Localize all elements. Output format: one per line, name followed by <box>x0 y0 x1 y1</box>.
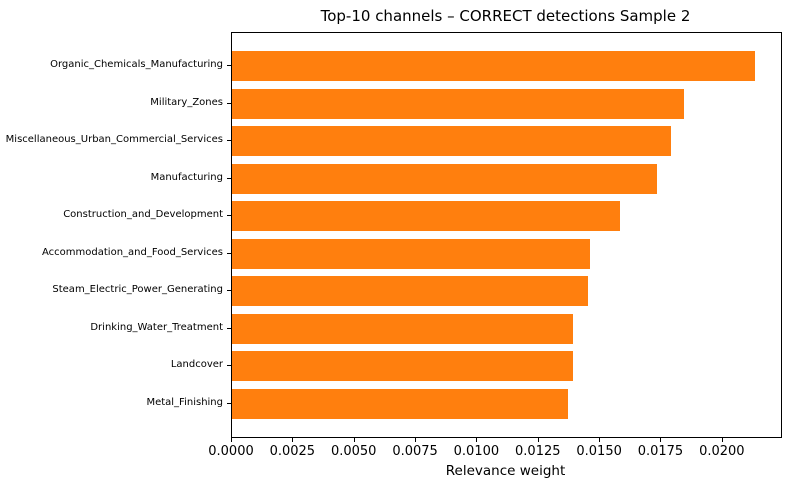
y-tick-label: Military_Zones <box>150 96 223 108</box>
y-tick-mark <box>227 327 231 329</box>
y-tick-label: Miscellaneous_Urban_Commercial_Services <box>5 134 223 146</box>
y-tick-label: Drinking_Water_Treatment <box>90 321 223 333</box>
y-tick-label: Accommodation_and_Food_Services <box>42 246 223 258</box>
bar <box>232 313 574 344</box>
x-tick-label: 0.0175 <box>637 444 684 459</box>
x-tick-mark <box>231 438 232 442</box>
bar <box>232 163 657 194</box>
x-tick-label: 0.0000 <box>208 444 254 459</box>
plot-area <box>231 32 782 438</box>
y-tick-label: Steam_Electric_Power_Generating <box>52 284 223 296</box>
x-tick-mark <box>476 438 478 442</box>
y-tick-mark <box>227 177 231 179</box>
x-tick-mark <box>292 438 294 442</box>
y-tick-label: Landcover <box>170 359 223 371</box>
y-tick-mark <box>227 140 231 142</box>
x-tick-mark <box>660 438 662 442</box>
x-tick-label: 0.0200 <box>699 444 745 459</box>
y-tick-mark <box>227 102 231 104</box>
x-tick-label: 0.0050 <box>330 444 377 459</box>
y-tick-label: Organic_Chemicals_Manufacturing <box>50 59 223 71</box>
bar <box>232 51 755 82</box>
x-tick-label: 0.0025 <box>269 444 316 459</box>
x-tick-mark <box>537 438 539 442</box>
y-tick-label: Construction_and_Development <box>63 209 223 221</box>
bar <box>232 351 574 382</box>
y-tick-mark <box>227 252 231 254</box>
x-axis-title: Relevance weight <box>445 463 566 479</box>
y-tick-mark <box>227 65 231 67</box>
x-tick-label: 0.0150 <box>576 444 622 459</box>
bar <box>232 276 588 307</box>
x-tick-label: 0.0100 <box>453 444 500 459</box>
y-tick-mark <box>227 290 231 292</box>
y-tick-mark <box>227 365 231 367</box>
y-tick-mark <box>227 402 231 404</box>
y-tick-label: Manufacturing <box>150 171 223 183</box>
bar <box>232 126 672 157</box>
bar <box>232 388 569 419</box>
y-tick-label: Metal_Finishing <box>146 396 223 408</box>
bar <box>232 201 620 232</box>
x-tick-label: 0.0125 <box>515 444 561 459</box>
x-tick-mark <box>599 438 601 442</box>
y-tick-mark <box>227 215 231 217</box>
chart-title: Top-10 channels – CORRECT detections Sam… <box>320 7 691 25</box>
x-tick-mark <box>415 438 417 442</box>
x-tick-mark <box>353 438 355 442</box>
bar <box>232 88 684 119</box>
bar <box>232 238 591 269</box>
x-tick-mark <box>721 438 723 442</box>
x-tick-label: 0.0075 <box>392 444 438 459</box>
